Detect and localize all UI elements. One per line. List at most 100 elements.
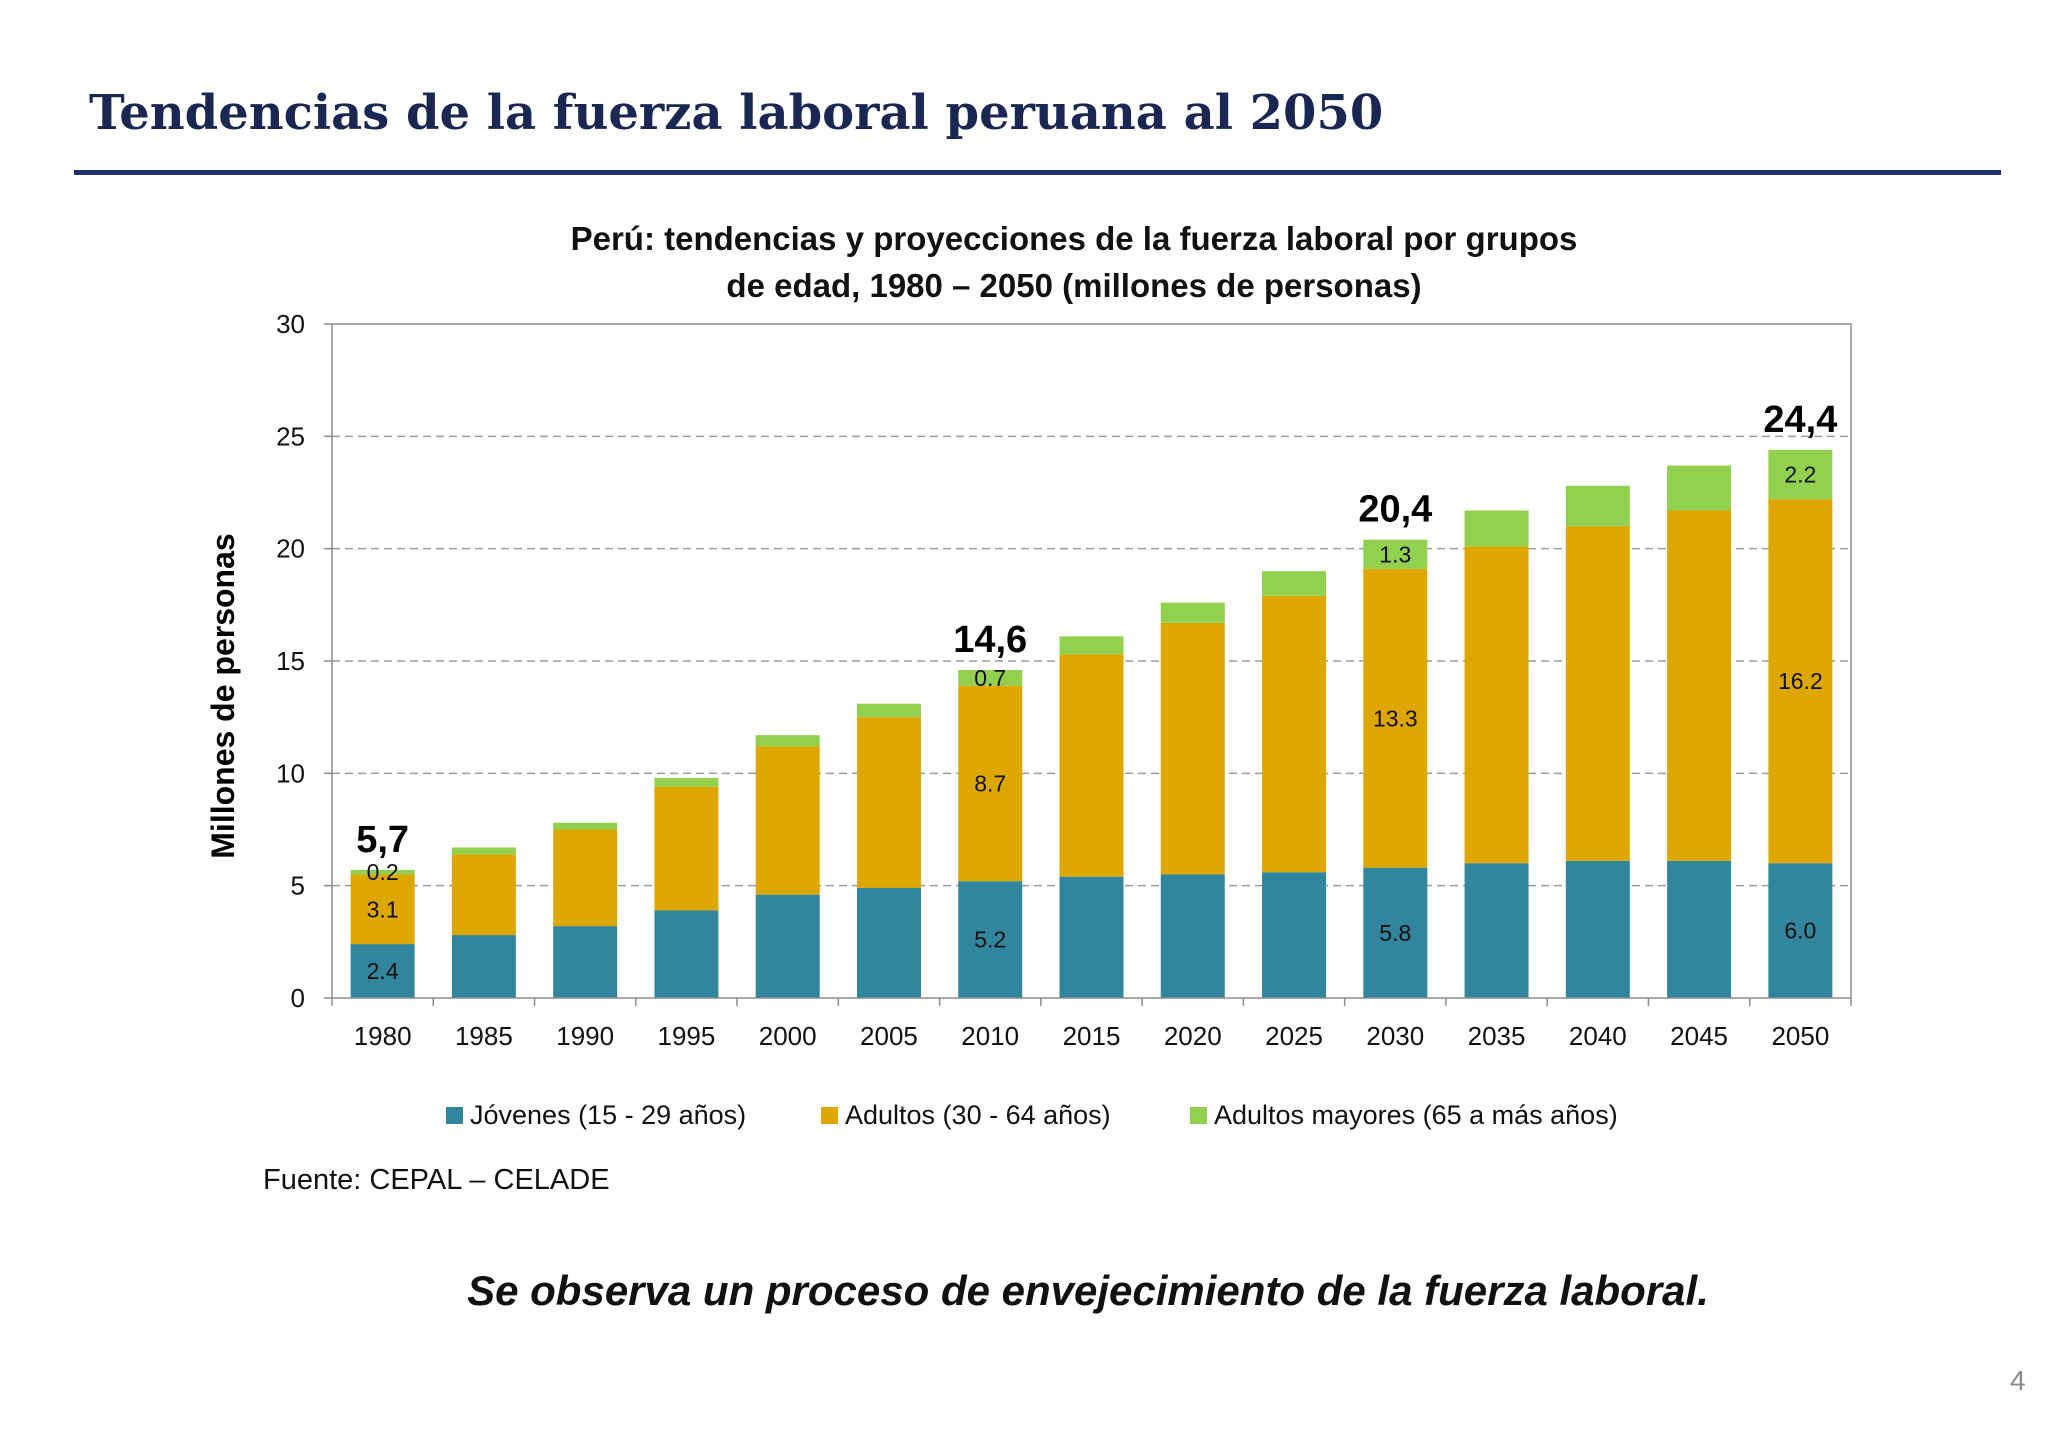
bar-adultos-1980 — [350, 874, 415, 945]
bar-jovenes-2005 — [856, 887, 921, 998]
y-tick-label-30: 30 — [276, 309, 305, 339]
source-note: Fuente: CEPAL – CELADE — [263, 1164, 610, 1196]
y-tick-label-10: 10 — [276, 758, 305, 788]
bar-adultos-2050 — [1768, 499, 1833, 864]
bar-adultos-mayores-2045 — [1667, 465, 1732, 511]
x-tick-label-2040: 2040 — [1569, 1021, 1627, 1051]
bar-jovenes-1980 — [350, 944, 415, 998]
legend-swatch-adultos — [821, 1106, 838, 1124]
x-tick-label-2015: 2015 — [1063, 1021, 1121, 1051]
bar-jovenes-1985 — [451, 935, 516, 998]
legend-swatch-adultos-mayores — [1190, 1106, 1207, 1124]
bar-jovenes-1995 — [654, 910, 719, 998]
data-label-adultos-2030: 13.3 — [1373, 705, 1418, 731]
chart-title-line-1: Perú: tendencias y proyecciones de la fu… — [570, 220, 1578, 257]
bar-adultos-2005 — [856, 717, 921, 888]
data-labels: 2.4 3.1 0.25,7 5.2 8.7 0.7 14,6 5.8 13.3 1.3 20,4 6… — [356, 399, 1837, 984]
x-tick-label-2025: 2025 — [1265, 1021, 1323, 1051]
bar-adultos-mayores-2015 — [1059, 636, 1124, 655]
data-label-adultos-1980: 3.1 — [367, 896, 399, 922]
bar-jovenes-2035 — [1464, 863, 1529, 998]
data-label-adultos-mayores-1980: 0.2 — [367, 859, 399, 885]
x-tick-label-2030: 2030 — [1366, 1021, 1424, 1051]
bar-jovenes-2045 — [1667, 860, 1732, 998]
x-tick-label-1995: 1995 — [658, 1021, 716, 1051]
bar-adultos-mayores-1990 — [553, 822, 618, 830]
data-label-adultos-mayores-2050: 2.2 — [1784, 462, 1816, 488]
bar-adultos-2035 — [1464, 546, 1529, 864]
bar-jovenes-2040 — [1565, 860, 1630, 998]
x-tick-label-2050: 2050 — [1771, 1021, 1829, 1051]
bar-jovenes-2030 — [1363, 867, 1428, 998]
total-label-1980: 5,7 — [356, 819, 409, 861]
data-label-adultos-2050: 16.2 — [1778, 668, 1823, 694]
bar-adultos-mayores-1985 — [451, 847, 516, 855]
legend-label-adultos: Adultos (30 - 64 años) — [845, 1099, 1111, 1130]
legend-label-jovenes: Jóvenes (15 - 29 años) — [470, 1099, 747, 1130]
legend-label-adultos-mayores: Adultos mayores (65 a más años) — [1214, 1099, 1618, 1130]
x-tick-label-2020: 2020 — [1164, 1021, 1222, 1051]
data-label-jovenes-2010: 5.2 — [974, 927, 1006, 953]
bar-jovenes-1990 — [553, 926, 618, 998]
x-tick-label-1980: 1980 — [354, 1021, 412, 1051]
slide-title: Tendencias de la fuerza laboral peruana … — [89, 85, 1384, 141]
bar-jovenes-2050 — [1768, 863, 1833, 998]
y-axis-label: Millones de personas — [205, 533, 241, 858]
data-label-adultos-2010: 8.7 — [974, 770, 1006, 796]
data-label-jovenes-1980: 2.4 — [367, 958, 399, 984]
y-tick-label-20: 20 — [276, 534, 305, 564]
y-tick-label-15: 15 — [276, 646, 305, 676]
x-tick-label-1985: 1985 — [455, 1021, 513, 1051]
data-label-adultos-mayores-2030: 1.3 — [1379, 541, 1411, 567]
bars — [350, 449, 1833, 998]
x-tick-label-1990: 1990 — [556, 1021, 614, 1051]
bar-adultos-2015 — [1059, 654, 1124, 877]
bar-adultos-1985 — [451, 854, 516, 936]
page-number: 4 — [2010, 1365, 2026, 1396]
x-tick-label-2010: 2010 — [961, 1021, 1019, 1051]
bar-adultos-mayores-2010 — [958, 669, 1023, 686]
legend-swatch-jovenes — [446, 1106, 463, 1124]
bar-adultos-mayores-2050 — [1768, 449, 1833, 500]
data-label-adultos-mayores-2010: 0.7 — [974, 665, 1006, 691]
bar-adultos-2045 — [1667, 510, 1732, 861]
x-tick-label-2045: 2045 — [1670, 1021, 1728, 1051]
bar-adultos-2025 — [1262, 595, 1327, 873]
data-label-jovenes-2030: 5.8 — [1379, 920, 1411, 946]
total-label-2050: 24,4 — [1763, 399, 1837, 441]
bar-adultos-mayores-1995 — [654, 777, 719, 787]
total-label-2010: 14,6 — [953, 619, 1027, 661]
title-divider — [74, 170, 2001, 175]
bar-adultos-mayores-2030 — [1363, 539, 1428, 569]
bar-adultos-mayores-2040 — [1565, 485, 1630, 527]
bar-adultos-2030 — [1363, 568, 1428, 868]
bar-adultos-mayores-2005 — [856, 703, 921, 718]
conclusion-text: Se observa un proceso de envejecimiento … — [467, 1267, 1709, 1314]
bar-jovenes-2025 — [1262, 872, 1327, 998]
bar-adultos-1990 — [553, 829, 618, 927]
bar-jovenes-2000 — [755, 894, 820, 998]
x-tick-label-2000: 2000 — [759, 1021, 817, 1051]
legend-item-adultos: Adultos (30 - 64 años) — [821, 1098, 1111, 1132]
bar-adultos-2020 — [1160, 622, 1225, 875]
y-tick-label-5: 5 — [291, 871, 305, 901]
data-label-jovenes-2050: 6.0 — [1784, 918, 1816, 944]
bar-jovenes-2020 — [1160, 874, 1225, 998]
plot-frame — [331, 323, 1852, 999]
bar-adultos-1995 — [654, 786, 719, 911]
legend-item-adultos-mayores: Adultos mayores (65 a más años) — [1190, 1098, 1618, 1132]
bar-adultos-mayores-2025 — [1262, 571, 1327, 596]
bar-jovenes-2010 — [958, 881, 1023, 998]
bar-adultos-mayores-1980 — [350, 869, 415, 875]
total-label-2030: 20,4 — [1358, 489, 1432, 531]
bar-adultos-2040 — [1565, 526, 1630, 861]
legend-item-jovenes: Jóvenes (15 - 29 años) — [446, 1098, 746, 1132]
bar-adultos-mayores-2000 — [755, 735, 820, 747]
bar-adultos-2010 — [958, 685, 1023, 882]
bar-jovenes-2015 — [1059, 876, 1124, 998]
x-tick-label-2005: 2005 — [860, 1021, 918, 1051]
y-tick-label-25: 25 — [276, 421, 305, 451]
x-tick-label-2035: 2035 — [1468, 1021, 1526, 1051]
